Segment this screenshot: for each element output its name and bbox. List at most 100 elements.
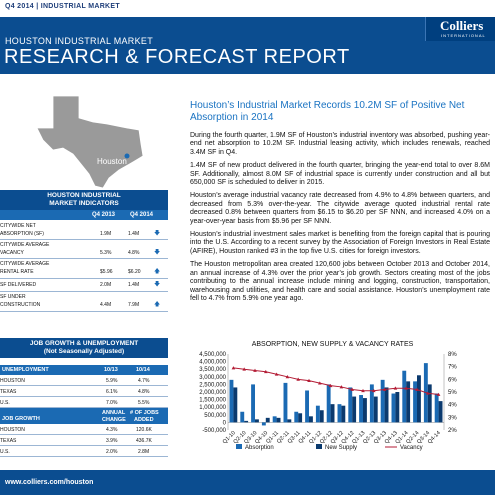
report-period: Q4 2014 | INDUSTRIAL MARKET: [5, 3, 120, 10]
article-paragraph: Houston’s industrial investment sales ma…: [190, 231, 490, 255]
absorption-bar: [261, 422, 266, 426]
absorption-bar: [359, 395, 363, 423]
new-supply-bar: [438, 401, 443, 423]
table-row: CITYWIDE AVERAGE VACANCY 5.3% 4.8% 🡇: [0, 240, 168, 259]
vacancy-point: [350, 387, 354, 391]
arrow-down-icon: 🡇: [154, 282, 161, 288]
legend-label: New Supply: [325, 445, 357, 451]
article-title: Houston’s Industrial Market Records 10.2…: [190, 100, 465, 123]
left-tick-label: 500,000: [204, 413, 226, 419]
vacancy-point: [264, 369, 268, 374]
table-row: TEXAS 3.9% 436.7K: [0, 435, 168, 446]
right-tick-label: 2%: [448, 428, 457, 434]
article-body: During the fourth quarter, 1.9M SF of Ho…: [190, 132, 490, 308]
arrow-down-icon: 🡇: [154, 250, 161, 256]
left-tick-label: 1,000,000: [199, 405, 226, 411]
table-row: HOUSTON 5.9% 4.7%: [0, 375, 168, 386]
vacancy-point: [328, 383, 333, 388]
absorption-bar: [413, 381, 417, 423]
right-tick-label: 4%: [448, 403, 457, 409]
new-supply-bar: [244, 420, 249, 423]
absorption-bar: [391, 393, 396, 423]
report-subtitle: HOUSTON INDUSTRIAL MARKET: [5, 36, 154, 46]
new-supply-bar: [373, 396, 378, 423]
new-supply-bar: [363, 398, 367, 423]
absorption-bar: [326, 384, 331, 423]
jobs-title: JOB GROWTH & UNEMPLOYMENT (Not Seasonall…: [0, 338, 168, 358]
vacancy-point: [361, 388, 365, 393]
vacancy-point: [285, 375, 290, 379]
new-supply-bar: [330, 404, 335, 423]
table-row: HOUSTON 4.3% 120.6K: [0, 424, 168, 435]
new-supply-bar: [406, 381, 411, 423]
left-tick-label: 0: [223, 420, 227, 426]
new-supply-bar: [298, 413, 303, 423]
vacancy-point: [231, 366, 236, 370]
vacancy-point: [274, 372, 279, 376]
job-growth-header: JOB GROWTH ANNUAL CHANGE # OF JOBS ADDED: [0, 408, 168, 424]
new-supply-bar: [255, 419, 259, 423]
table-row: CITYWIDE NET ABSORPTION (SF) 1.9M 1.4M 🡇: [0, 220, 168, 240]
absorption-bar: [272, 416, 277, 423]
top-bar: Q4 2014 | INDUSTRIAL MARKET: [0, 0, 495, 16]
left-tick-label: 4,000,000: [199, 360, 226, 366]
article-paragraph: 1.4M SF of new product delivered in the …: [190, 162, 490, 187]
new-supply-bar: [265, 417, 270, 423]
right-tick-label: 7%: [448, 365, 457, 371]
vacancy-point: [415, 387, 419, 391]
indicators-column-header: Q4 2013 Q4 2014: [0, 210, 168, 220]
left-tick-label: 4,500,000: [199, 352, 226, 358]
left-tick-label: 3,000,000: [199, 375, 226, 381]
report-title: RESEARCH & FORECAST REPORT: [4, 46, 350, 68]
report-header: HOUSTON INDUSTRIAL MARKET RESEARCH & FOR…: [0, 17, 495, 74]
new-supply-bar: [384, 387, 389, 423]
article-paragraph: During the fourth quarter, 1.9M SF of Ho…: [190, 132, 490, 156]
new-supply-bar: [352, 396, 357, 423]
absorption-bar: [294, 411, 299, 423]
vacancy-line: [233, 367, 439, 396]
absorption-bar: [315, 405, 320, 423]
footer-url[interactable]: www.colliers.com/houston: [5, 479, 94, 486]
right-tick-label: 6%: [448, 377, 457, 383]
new-supply-bar: [395, 392, 400, 423]
vacancy-point: [296, 377, 300, 381]
unemployment-header: UNEMPLOYMENT 10/13 10/14: [0, 365, 168, 375]
table-row: U.S. 7.0% 5.5%: [0, 397, 168, 408]
left-tick-label: 3,500,000: [199, 367, 226, 373]
vacancy-point: [253, 368, 257, 372]
vacancy-point: [242, 367, 246, 371]
chart-title: ABSORPTION, NEW SUPPLY & VACANCY RATES: [251, 341, 414, 348]
left-tick-label: 2,000,000: [199, 390, 226, 396]
legend-swatch: [236, 444, 242, 449]
table-row: TEXAS 6.1% 4.8%: [0, 386, 168, 397]
right-tick-label: 3%: [448, 415, 457, 421]
left-tick-label: -500,000: [202, 428, 226, 434]
right-tick-label: 8%: [448, 352, 457, 358]
absorption-bar: [369, 384, 374, 423]
vacancy-point: [307, 378, 311, 382]
footer: www.colliers.com/houston: [0, 470, 495, 495]
market-indicators-table: HOUSTON INDUSTRIAL MARKET INDICATORS Q4 …: [0, 190, 168, 312]
table-row: U.S. 2.0% 2.8M: [0, 446, 168, 457]
logo-name: Colliers: [440, 18, 484, 33]
absorption-bar: [305, 390, 309, 423]
absorption-bar: [402, 370, 407, 423]
absorption-bar: [337, 404, 342, 423]
absorption-bar: [229, 379, 234, 423]
new-supply-bar: [233, 387, 238, 423]
new-supply-bar: [341, 405, 346, 423]
left-tick-label: 1,500,000: [199, 398, 226, 404]
table-row: SF DELIVERED 2.0M 1.4M 🡇: [0, 279, 168, 292]
new-supply-bar: [417, 375, 421, 423]
absorption-bar: [348, 387, 353, 423]
vacancy-point: [426, 391, 430, 395]
vacancy-point: [393, 386, 398, 390]
vacancy-point: [382, 387, 387, 391]
absorption-bar: [434, 393, 439, 423]
indicators-title: HOUSTON INDUSTRIAL MARKET INDICATORS: [0, 190, 168, 210]
new-supply-bar: [276, 417, 281, 423]
new-supply-bar: [427, 384, 432, 423]
texas-map: Houston: [36, 95, 144, 189]
legend-swatch: [316, 444, 322, 449]
